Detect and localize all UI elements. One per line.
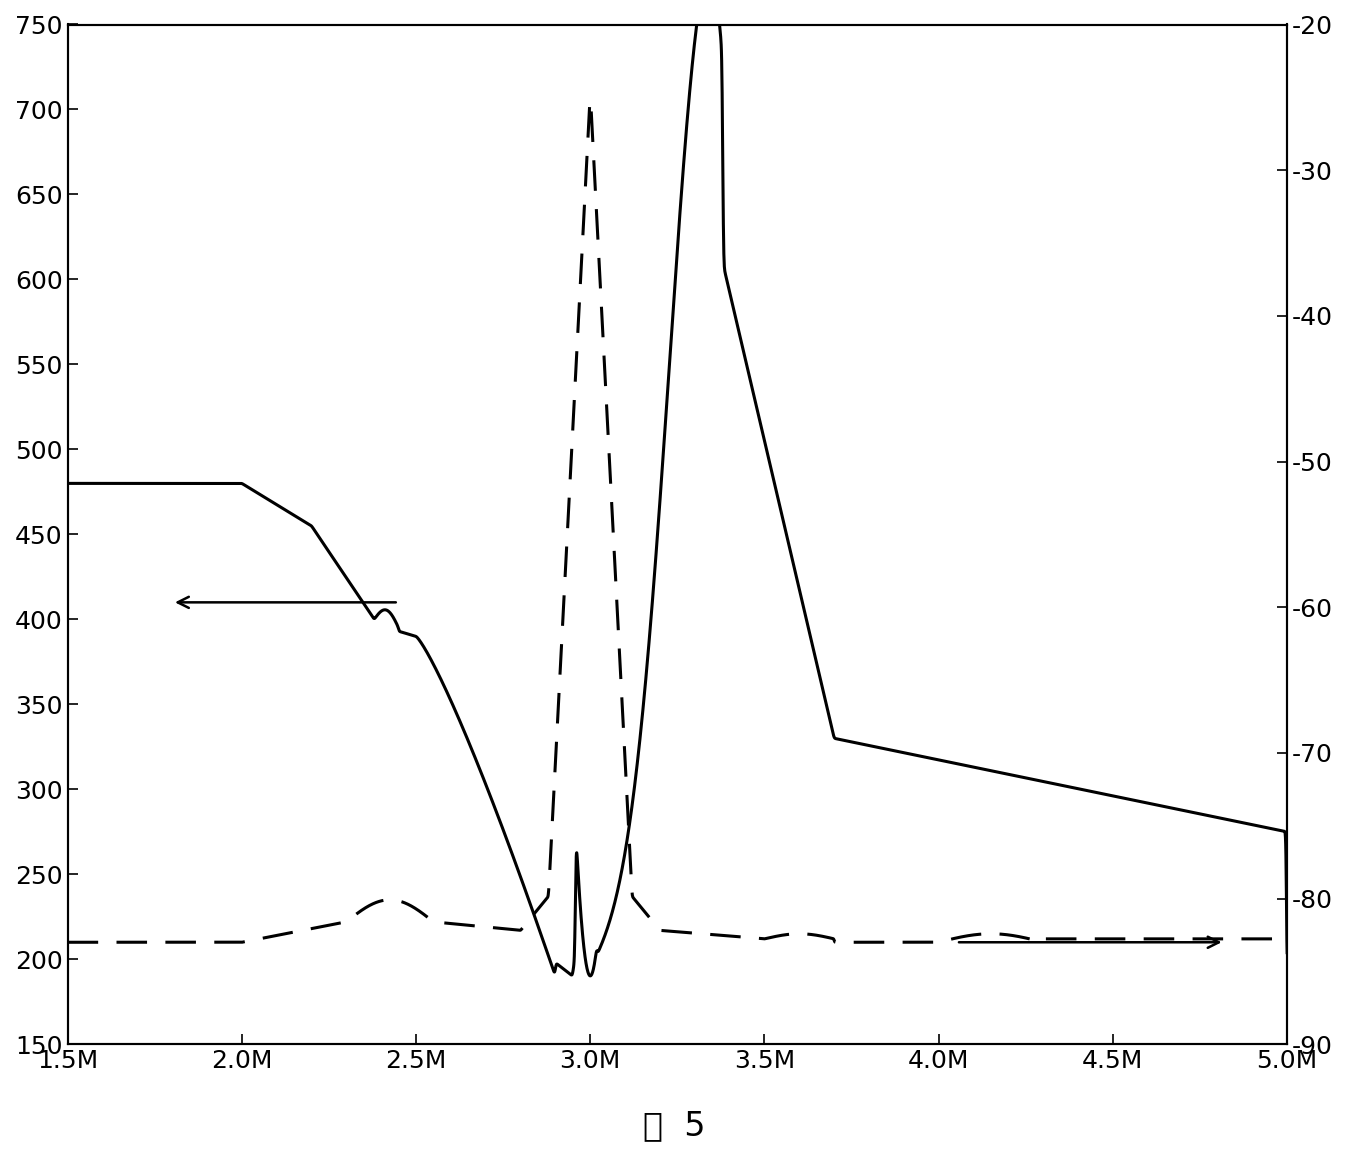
Text: 图  5: 图 5 [643, 1109, 705, 1142]
